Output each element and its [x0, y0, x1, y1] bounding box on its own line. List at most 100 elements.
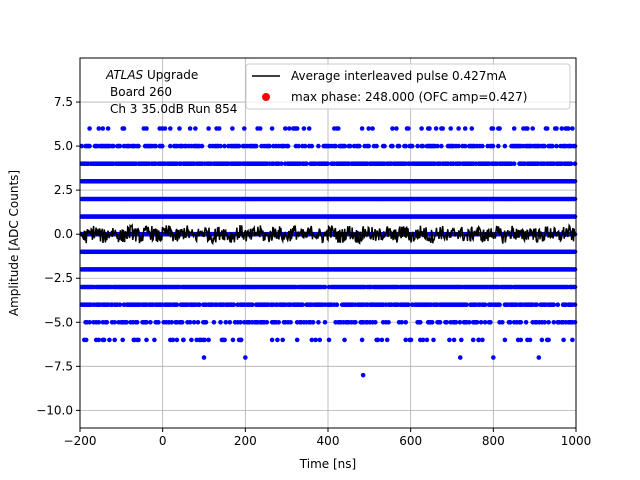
sample-point	[174, 337, 180, 343]
sample-point	[480, 143, 485, 149]
sample-point	[360, 372, 366, 378]
annotation-line-3: Ch 3 35.0dB Run 854	[110, 102, 237, 116]
sample-point	[403, 337, 409, 343]
sample-point	[396, 143, 402, 149]
annotation-upgrade: Upgrade	[143, 68, 198, 82]
legend-dot-swatch	[262, 93, 270, 101]
sample-point	[131, 337, 137, 343]
sample-point	[189, 337, 194, 343]
sample-point	[491, 355, 496, 360]
sample-point	[464, 302, 469, 308]
sample-point	[144, 337, 149, 343]
sample-point	[353, 320, 358, 325]
y-tick-label: −7.5	[44, 359, 73, 373]
sample-point	[370, 126, 375, 131]
sample-point	[269, 126, 275, 131]
sample-point	[469, 126, 475, 131]
sample-point	[197, 302, 202, 308]
sample-point	[144, 320, 149, 325]
sample-point	[511, 126, 517, 131]
annotation-line-2: Board 260	[110, 85, 172, 99]
sample-point	[316, 320, 321, 325]
sample-point	[236, 143, 242, 149]
annotation-atlas: ATLAS	[105, 68, 144, 82]
sample-point	[264, 320, 270, 325]
sample-point	[546, 320, 551, 325]
sample-point	[546, 337, 551, 343]
sample-point	[490, 126, 496, 131]
sample-point	[199, 143, 205, 149]
annotation-box: ATLAS Upgrade Board 260 Ch 3 35.0dB Run …	[105, 68, 237, 116]
annotation-line-1: ATLAS Upgrade	[105, 68, 198, 82]
sample-point	[177, 126, 182, 131]
sample-point	[275, 337, 280, 343]
sample-point	[242, 126, 247, 131]
sample-point	[216, 126, 222, 131]
sample-point	[502, 337, 508, 343]
sample-point	[203, 320, 209, 325]
sample-point	[193, 126, 198, 131]
sample-point	[390, 126, 395, 131]
sample-point	[306, 126, 312, 131]
sample-point	[457, 320, 463, 325]
sample-point	[444, 320, 450, 325]
sample-point	[435, 143, 440, 149]
sample-point	[121, 126, 127, 131]
sample-point	[572, 214, 578, 219]
sample-point	[238, 337, 244, 343]
sample-point	[457, 355, 463, 360]
sample-point	[554, 126, 559, 131]
sample-point	[462, 126, 468, 131]
sample-point	[419, 126, 424, 131]
sample-point	[480, 337, 485, 343]
x-axis-label: Time [ns]	[299, 457, 356, 471]
sample-point	[572, 179, 578, 184]
sample-point	[542, 143, 547, 149]
sample-point	[322, 284, 328, 290]
sample-point	[523, 320, 529, 325]
sample-point	[211, 320, 217, 325]
sample-point	[222, 337, 227, 343]
sample-point	[561, 337, 566, 343]
sample-point	[437, 320, 443, 325]
sample-point	[403, 320, 409, 325]
sample-point	[390, 143, 395, 149]
sample-point	[551, 302, 557, 308]
sample-point	[162, 126, 168, 131]
sample-point	[206, 126, 211, 131]
sample-point	[470, 337, 476, 343]
sample-point	[288, 320, 293, 325]
sample-point	[136, 337, 141, 343]
sample-point	[488, 320, 493, 325]
sample-point	[269, 337, 275, 343]
sample-point	[478, 320, 484, 325]
sample-point	[530, 126, 535, 131]
sample-point	[117, 302, 123, 308]
sample-point	[333, 143, 338, 149]
y-axis-label: Amplitude [ADC Counts]	[7, 170, 21, 316]
sample-point	[476, 337, 482, 343]
sample-point	[120, 337, 125, 343]
sample-point	[238, 320, 243, 325]
sample-point	[572, 267, 578, 272]
sample-point	[490, 143, 496, 149]
sample-point	[148, 320, 153, 325]
sample-point	[276, 320, 282, 325]
sample-point	[313, 337, 318, 343]
sample-point	[227, 320, 233, 325]
y-tick-label: −10.0	[36, 403, 73, 417]
sample-point	[384, 337, 390, 343]
sample-point	[420, 143, 426, 149]
sample-point	[570, 337, 575, 343]
sample-point	[317, 337, 323, 343]
x-tick-label: −200	[64, 434, 97, 448]
y-axis-ticks: −10.0 −7.5 −5.0 −2.5 0.0 2.5 5.0 7.5	[36, 95, 80, 417]
sample-point	[152, 337, 157, 343]
sample-point	[195, 320, 201, 325]
sample-point	[399, 320, 405, 325]
sample-point	[572, 249, 578, 255]
sample-point	[218, 320, 223, 325]
sample-point	[474, 320, 480, 325]
sample-point	[572, 196, 578, 202]
sample-point	[555, 302, 561, 308]
